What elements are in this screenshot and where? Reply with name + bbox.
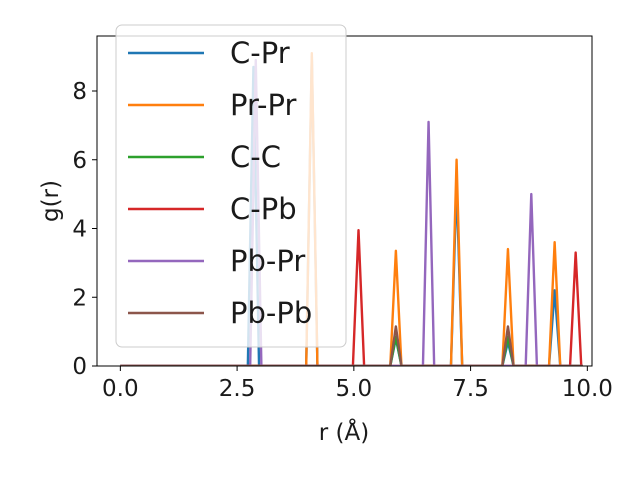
legend-label: Pb-Pr [230, 244, 305, 278]
legend-label: C-Pr [230, 36, 290, 70]
legend-label: C-Pb [230, 192, 297, 226]
y-tick-label: 6 [72, 148, 87, 174]
x-tick-label: 2.5 [219, 376, 256, 402]
x-axis: 0.0 2.5 5.0 7.5 10.0 [102, 366, 613, 402]
x-tick-label: 10.0 [562, 376, 613, 402]
y-tick-label: 2 [72, 285, 87, 311]
series-line-c-pb [120, 229, 583, 366]
legend-label: Pb-Pb [230, 296, 312, 330]
x-tick-label: 5.0 [336, 376, 373, 402]
y-tick-label: 8 [72, 79, 87, 105]
x-axis-label: r (Å) [319, 418, 369, 446]
y-axis: 0 2 4 6 8 [72, 79, 97, 380]
x-tick-label: 7.5 [452, 376, 489, 402]
y-tick-label: 0 [72, 354, 87, 380]
y-tick-label: 4 [72, 217, 87, 243]
x-tick-label: 0.0 [102, 376, 139, 402]
legend: C-Pr Pr-Pr C-C C-Pb Pb-Pr Pb-Pb [115, 24, 347, 348]
y-axis-label: g(r) [38, 180, 64, 222]
legend-label: Pr-Pr [230, 88, 296, 122]
series-line-pb-pb [120, 325, 583, 366]
legend-label: C-C [230, 140, 281, 174]
